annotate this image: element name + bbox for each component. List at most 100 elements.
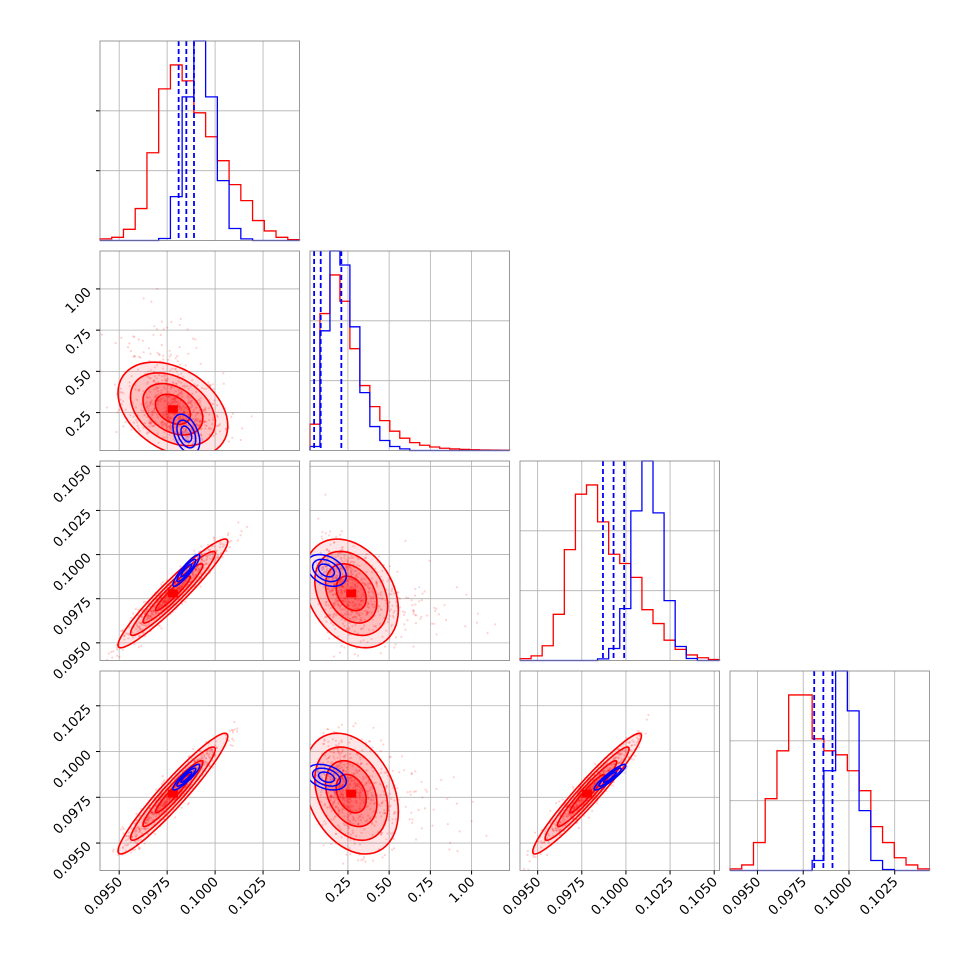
sample-point: [434, 609, 437, 613]
sample-point: [179, 317, 182, 320]
sample-point: [337, 602, 340, 605]
sample-point: [190, 404, 194, 407]
sample-point: [162, 600, 165, 603]
sample-point: [193, 419, 197, 422]
sample-point: [346, 560, 349, 563]
sample-point: [325, 549, 329, 552]
sample-point: [333, 592, 336, 596]
sample-point: [540, 846, 543, 849]
sample-point: [316, 769, 319, 772]
sample-point: [340, 739, 343, 742]
sample-point: [722, 852, 724, 854]
sample-point: [164, 803, 167, 806]
sample-point: [163, 374, 166, 377]
sample-point: [187, 399, 190, 402]
sample-point: [211, 552, 214, 555]
sample-point: [152, 614, 155, 617]
sample-point: [354, 585, 357, 588]
sample-point: [140, 832, 143, 835]
sample-point: [328, 782, 331, 786]
sample-point: [179, 417, 182, 420]
sample-point: [322, 567, 325, 570]
sample-point: [349, 833, 352, 836]
sample-point: [568, 813, 571, 816]
sample-point: [340, 793, 343, 796]
sample-point: [324, 564, 327, 568]
sample-point: [396, 570, 399, 573]
sample-point: [340, 776, 343, 780]
sample-point: [176, 374, 180, 377]
sample-point: [145, 625, 148, 628]
sample-point: [196, 411, 199, 415]
sample-point: [539, 852, 542, 856]
sample-point: [385, 838, 388, 841]
sample-point: [205, 757, 208, 760]
contour-blue: [310, 763, 348, 791]
sample-point: [341, 584, 344, 587]
sample-point: [332, 582, 335, 585]
sample-point: [607, 770, 610, 773]
sample-point: [363, 609, 366, 613]
sample-point: [580, 796, 583, 799]
sample-point: [347, 604, 350, 607]
sample-point: [164, 399, 167, 402]
sample-point: [116, 411, 119, 414]
sample-point: [350, 568, 354, 572]
sample-point: [347, 626, 350, 629]
sample-point: [157, 390, 160, 393]
sample-point: [130, 375, 133, 378]
sample-point: [144, 827, 147, 831]
sample-point: [152, 609, 155, 612]
sample-point: [349, 578, 352, 581]
sample-point: [410, 599, 413, 602]
sample-point: [383, 812, 386, 815]
sample-point: [211, 750, 214, 753]
sample-point: [411, 821, 414, 824]
sample-point: [184, 429, 187, 432]
sample-point: [385, 785, 389, 788]
sample-point: [567, 812, 570, 815]
sample-point: [385, 588, 388, 591]
sample-point: [147, 622, 150, 625]
sample-point: [645, 718, 648, 721]
sample-point: [630, 749, 633, 752]
sample-point: [321, 561, 324, 564]
sample-point: [322, 570, 325, 573]
x-tick-label: 1.00: [446, 874, 479, 907]
sample-point: [146, 833, 149, 836]
sample-point: [168, 418, 171, 421]
sample-point: [198, 401, 201, 405]
sample-point: [330, 589, 333, 592]
sample-point: [333, 751, 336, 754]
sample-point: [339, 581, 342, 585]
sample-point: [372, 859, 375, 862]
sample-point: [412, 609, 415, 612]
sample-point: [100, 370, 102, 373]
sample-point: [207, 754, 210, 757]
sample-point: [360, 600, 363, 603]
sample-point: [324, 532, 327, 535]
sample-point: [379, 783, 382, 786]
contour-red: [310, 538, 400, 649]
sample-point: [170, 399, 173, 402]
sample-point: [327, 728, 330, 731]
sample-point: [348, 741, 351, 744]
sample-point: [356, 611, 359, 615]
sample-point: [324, 822, 327, 825]
sample-point: [160, 375, 163, 378]
sample-point: [333, 567, 336, 570]
sample-point: [347, 818, 350, 821]
sample-point: [160, 782, 163, 786]
sample-point: [334, 570, 337, 573]
sample-point: [166, 377, 169, 380]
sample-point: [153, 388, 156, 391]
sample-point: [237, 521, 240, 524]
sample-point: [334, 792, 337, 795]
sample-point: [177, 416, 180, 419]
sample-point: [625, 751, 628, 754]
sample-point: [345, 611, 348, 614]
sample-point: [383, 771, 386, 774]
sample-point: [415, 838, 418, 841]
sample-point: [373, 802, 376, 806]
contour-blue: [176, 419, 197, 449]
